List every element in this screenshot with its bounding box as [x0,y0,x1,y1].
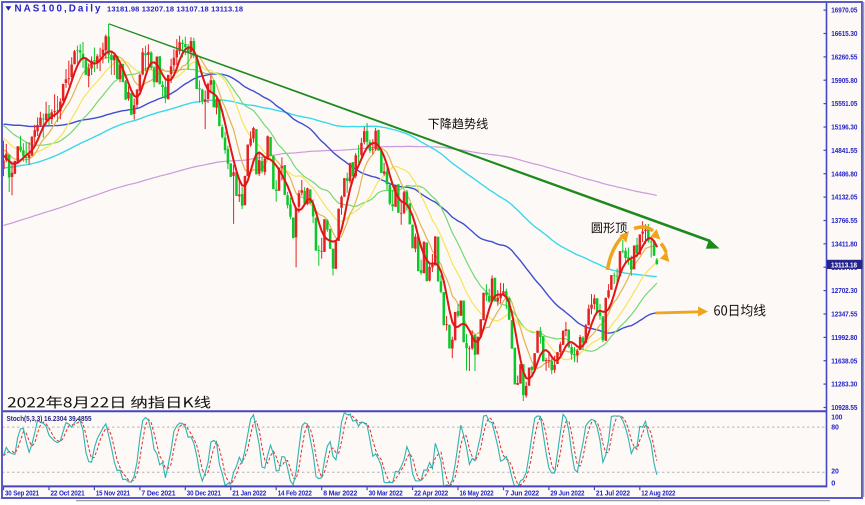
svg-text:11283.30: 11283.30 [831,380,857,389]
svg-text:14841.55: 14841.55 [831,146,858,155]
svg-text:11638.05: 11638.05 [831,356,858,365]
svg-text:16970.05: 16970.05 [831,6,858,15]
svg-text:15 Nov 2021: 15 Nov 2021 [96,489,130,498]
svg-text:12347.55: 12347.55 [831,310,858,319]
svg-text:10928.55: 10928.55 [831,403,858,412]
svg-text:13766.55: 13766.55 [831,216,858,225]
svg-text:29 Jun 2022: 29 Jun 2022 [550,489,584,498]
svg-text:16 May 2022: 16 May 2022 [460,489,494,498]
svg-text:15905.80: 15905.80 [831,76,857,85]
svg-text:16615.30: 16615.30 [831,29,857,38]
svg-text:30 Dec 2021: 30 Dec 2021 [187,489,221,498]
svg-text:12702.30: 12702.30 [831,286,857,295]
svg-text:22 Oct 2021: 22 Oct 2021 [51,489,85,498]
svg-text:20: 20 [831,467,839,476]
svg-text:Stoch(5,3,3) 16.2304 39.4855: Stoch(5,3,3) 16.2304 39.4855 [7,414,93,423]
svg-text:NAS100,Daily: NAS100,Daily [15,4,102,15]
svg-text:15551.05: 15551.05 [831,99,858,108]
svg-text:21 Jan 2022: 21 Jan 2022 [232,489,266,498]
svg-text:100: 100 [831,413,842,422]
svg-text:12 Aug 2022: 12 Aug 2022 [641,489,675,498]
svg-text:7 Jun 2022: 7 Jun 2022 [505,489,539,498]
svg-text:30 Sep 2021: 30 Sep 2021 [5,489,39,498]
svg-text:11992.80: 11992.80 [831,333,857,342]
svg-text:14132.05: 14132.05 [831,193,858,202]
svg-text:16260.55: 16260.55 [831,53,858,62]
svg-text:80: 80 [831,423,839,432]
svg-text:13181.98 13207.18 13107.18 131: 13181.98 13207.18 13107.18 13113.18 [107,4,243,13]
svg-text:8 Mar 2022: 8 Mar 2022 [323,489,357,498]
svg-text:22 Apr 2022: 22 Apr 2022 [414,489,448,498]
svg-text:15196.30: 15196.30 [831,123,857,132]
svg-text:7 Dec 2021: 7 Dec 2021 [141,489,175,498]
svg-text:14486.80: 14486.80 [831,169,857,178]
svg-text:13411.80: 13411.80 [831,239,857,248]
svg-text:13113.18: 13113.18 [831,260,857,269]
svg-text:30 Mar 2022: 30 Mar 2022 [369,489,403,498]
svg-text:21 Jul 2022: 21 Jul 2022 [596,489,630,498]
svg-text:0: 0 [831,478,835,487]
svg-text:14 Feb 2022: 14 Feb 2022 [278,489,312,498]
